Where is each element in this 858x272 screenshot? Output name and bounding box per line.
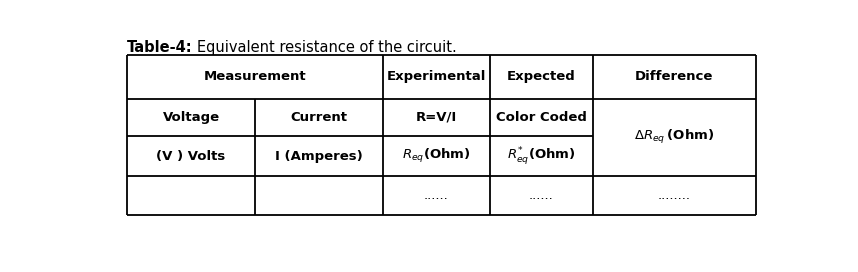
Text: $R_{eq}^{*}$(Ohm): $R_{eq}^{*}$(Ohm)	[507, 145, 576, 167]
Text: ......: ......	[424, 189, 449, 202]
Text: R=V/I: R=V/I	[416, 111, 457, 124]
Text: Current: Current	[291, 111, 347, 124]
Text: Equivalent resistance of the circuit.: Equivalent resistance of the circuit.	[197, 40, 456, 55]
Text: Color Coded: Color Coded	[496, 111, 587, 124]
Text: Expected: Expected	[507, 70, 576, 83]
Text: ......: ......	[529, 189, 553, 202]
Text: Difference: Difference	[635, 70, 713, 83]
Text: $R_{eq}$(Ohm): $R_{eq}$(Ohm)	[402, 147, 471, 165]
Text: Table-4:: Table-4:	[127, 40, 193, 55]
Text: $\Delta R_{eq}$ (Ohm): $\Delta R_{eq}$ (Ohm)	[634, 128, 715, 146]
Text: I (Amperes): I (Amperes)	[275, 150, 363, 163]
Text: Measurement: Measurement	[204, 70, 306, 83]
Text: Experimental: Experimental	[387, 70, 486, 83]
Text: Voltage: Voltage	[162, 111, 220, 124]
Text: (V ) Volts: (V ) Volts	[156, 150, 226, 163]
Text: ........: ........	[657, 189, 691, 202]
